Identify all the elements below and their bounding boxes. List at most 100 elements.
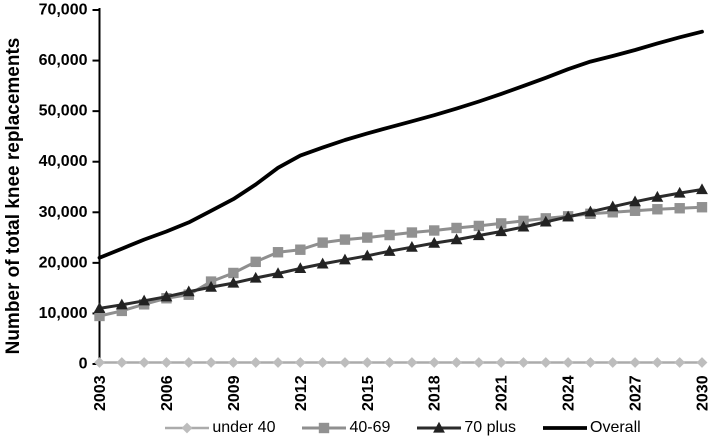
data-point-marker [406,227,418,238]
data-point-marker [339,234,351,245]
data-point-marker [339,357,351,368]
data-point-marker [473,220,485,232]
data-point-marker [406,240,418,252]
x-tick-label: 2015 [360,375,377,411]
y-tick-label: 70,000 [39,2,88,19]
data-point-marker [472,229,485,241]
legend-item-overall: Overall [543,419,641,437]
data-point-marker [362,232,373,243]
data-point-marker [674,203,685,214]
data-point-marker [651,190,664,202]
x-tick-label: 2027 [628,375,645,411]
data-point-marker [383,245,396,256]
data-point-marker [428,357,440,368]
data-point-marker [272,357,284,368]
data-point-marker [607,357,619,368]
data-point-marker [539,215,552,227]
data-point-marker [182,285,195,297]
x-tick-label: 2006 [159,375,176,411]
data-point-marker [406,357,418,368]
y-tick-label: 10,000 [39,305,88,322]
data-point-marker [316,257,329,269]
x-tick-label: 2030 [695,375,709,411]
data-point-marker [584,205,597,217]
data-point-marker [629,195,641,207]
data-point-marker [272,267,284,279]
legend-item-under-40: under 40 [165,419,275,437]
data-point-marker [361,249,374,261]
data-point-marker [384,229,395,241]
data-point-marker [294,357,306,368]
x-tick-label: 2021 [494,375,511,411]
data-point-marker [451,357,462,368]
data-point-marker [250,357,262,368]
data-point-marker [607,207,618,218]
40-69-legend-marker-icon [302,422,347,434]
data-point-marker [450,233,463,245]
data-point-marker [250,256,261,268]
data-point-marker [138,294,151,306]
data-point-marker [673,186,686,198]
data-point-marker [652,204,663,215]
legend-label: 70 plus [464,419,516,436]
data-point-marker [227,276,240,288]
data-point-marker [94,357,105,368]
data-point-marker [674,357,686,368]
data-point-marker [228,267,239,279]
data-point-marker [339,253,351,265]
plot-area: 0 10,000 20,000 30,000 40,000 50,000 60,000 70,… [39,2,709,412]
series-line-70-plus [98,188,704,310]
data-point-marker [696,183,708,195]
data-point-marker [629,357,641,368]
data-point-marker [384,357,395,368]
data-point-marker [696,357,708,368]
data-point-marker [317,357,329,368]
legend-label: under 40 [212,419,276,436]
data-point-marker [160,290,173,302]
data-point-marker [495,357,507,368]
data-point-marker [115,298,128,310]
data-point-marker [562,357,574,368]
data-point-marker [138,357,150,368]
data-point-marker [249,271,262,283]
data-point-marker [116,357,128,368]
data-point-marker [429,225,440,236]
legend-item-70-plus: 70 plus [417,419,516,437]
data-point-marker [562,210,575,222]
x-tick-label: 2003 [92,375,109,411]
data-point-marker [629,205,641,216]
data-point-marker [295,244,306,255]
data-point-marker [518,357,529,368]
data-point-marker [540,357,552,368]
data-point-marker [94,310,105,322]
data-point-marker [495,225,508,237]
legend-item-40-69: 40-69 [302,419,390,437]
legend: under 40 40-69 70 plus Overall [99,416,707,440]
data-point-marker [116,305,128,317]
70-plus-legend-marker-icon [417,421,462,433]
data-point-marker [696,202,708,213]
y-tick-label: 60,000 [39,52,88,69]
data-point-marker [473,357,485,368]
data-point-marker [651,357,663,368]
data-point-marker [428,236,441,248]
data-point-marker [517,220,530,232]
data-point-marker [227,357,239,368]
x-tick-label: 2012 [293,375,310,411]
data-point-marker [361,357,373,368]
y-tick-label: 40,000 [39,153,88,170]
data-point-marker [495,218,507,229]
y-tick-label: 20,000 [39,254,88,271]
under-40-legend-marker-icon [165,422,210,434]
legend-label: Overall [590,419,641,436]
series-line-overall [97,29,704,260]
y-tick-label: 0 [79,356,88,373]
x-tick-label: 2009 [226,375,243,411]
data-point-marker [606,200,619,212]
data-point-marker [317,237,328,248]
data-point-marker [272,247,284,258]
overall-legend-marker-icon [543,426,587,430]
y-tick-label: 30,000 [39,204,88,221]
data-point-marker [161,357,172,368]
